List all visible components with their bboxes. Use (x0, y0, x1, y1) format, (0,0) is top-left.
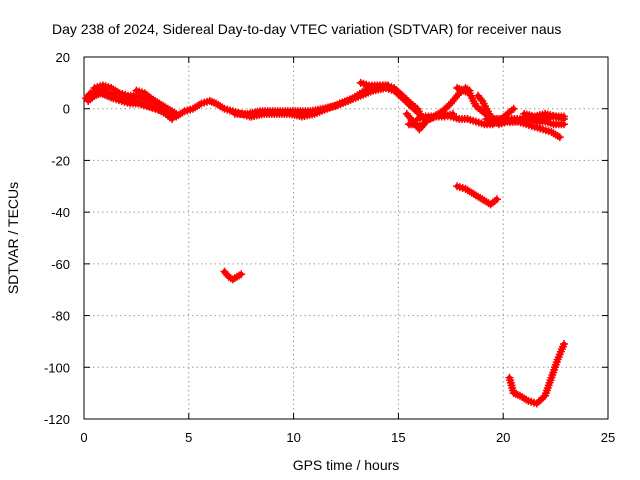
series-arc-2 (84, 89, 254, 121)
series-arc-13 (482, 115, 568, 129)
axis-ticks: 0 5 10 15 20 25 20 0 -20 -40 -60 -80 -100 -120 (44, 50, 615, 445)
y-tick-label: 20 (56, 50, 70, 65)
data-point (559, 340, 568, 349)
y-tick-label: -20 (51, 153, 70, 168)
x-tick-label: 20 (496, 430, 510, 445)
data-point (237, 270, 246, 279)
series-arc-15 (453, 182, 501, 209)
y-tick-label: -40 (51, 205, 70, 220)
chart-title: Day 238 of 2024, Sidereal Day-to-day VTE… (52, 21, 561, 37)
series-arc-14 (520, 109, 568, 124)
x-tick-label: 10 (286, 430, 300, 445)
y-tick-label: 0 (63, 102, 70, 117)
x-tick-label: 5 (185, 430, 192, 445)
x-tick-label: 25 (601, 430, 615, 445)
series-arc-17 (505, 340, 568, 408)
data-point (492, 195, 501, 204)
series-arc-4 (132, 86, 181, 118)
series-arc-7 (356, 78, 426, 121)
data-point (555, 133, 564, 142)
series-layer (82, 78, 568, 408)
x-axis-title: GPS time / hours (293, 457, 400, 473)
y-axis-title: SDTVAR / TECUs (5, 182, 21, 294)
grid (84, 57, 608, 419)
data-point (559, 115, 568, 124)
x-tick-label: 15 (391, 430, 405, 445)
plot-frame (83, 56, 609, 420)
data-point (476, 95, 485, 104)
data-point (509, 104, 518, 113)
series-arc-16 (220, 267, 246, 284)
y-tick-label: -60 (51, 257, 70, 272)
x-tick-label: 0 (80, 430, 87, 445)
y-tick-label: -120 (44, 412, 70, 427)
y-tick-label: -80 (51, 309, 70, 324)
y-tick-label: -100 (44, 360, 70, 375)
data-point (172, 109, 181, 118)
